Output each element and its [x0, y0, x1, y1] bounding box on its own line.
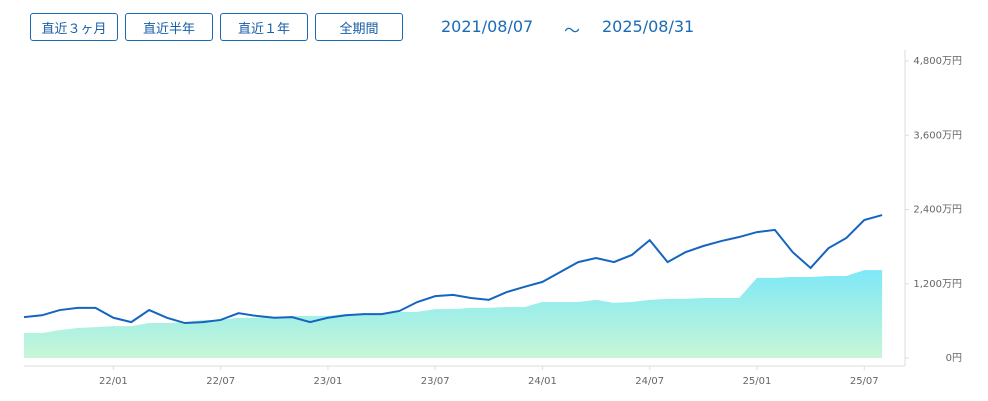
x-tick-label: 22/01 [99, 376, 128, 387]
x-tick-label: 23/07 [421, 376, 450, 387]
x-tick-label: 24/01 [528, 376, 557, 387]
date-separator: 〜 [564, 21, 581, 40]
range-button[interactable]: 直近半年 [125, 13, 213, 41]
date-from: 2021/08/07 [441, 17, 534, 36]
range-button[interactable]: 直近３ヶ月 [30, 13, 118, 41]
x-tick-label: 25/07 [850, 376, 879, 387]
y-tick-label: 4,800万円 [913, 56, 962, 67]
x-tick-label: 22/07 [206, 376, 235, 387]
range-button[interactable]: 直近１年 [220, 13, 308, 41]
date-to: 2025/08/31 [602, 17, 695, 36]
x-tick-label: 24/07 [635, 376, 664, 387]
line [23, 214, 883, 325]
x-tick-label: 25/01 [743, 376, 772, 387]
x-tick-label: 23/01 [314, 376, 343, 387]
y-tick-label: 3,600万円 [913, 130, 962, 141]
area [24, 270, 883, 358]
y-tick-label: 2,400万円 [913, 205, 962, 216]
y-tick-label: 0円 [946, 353, 962, 364]
range-button[interactable]: 全期間 [315, 13, 403, 41]
y-tick-label: 1,200万円 [913, 279, 962, 290]
